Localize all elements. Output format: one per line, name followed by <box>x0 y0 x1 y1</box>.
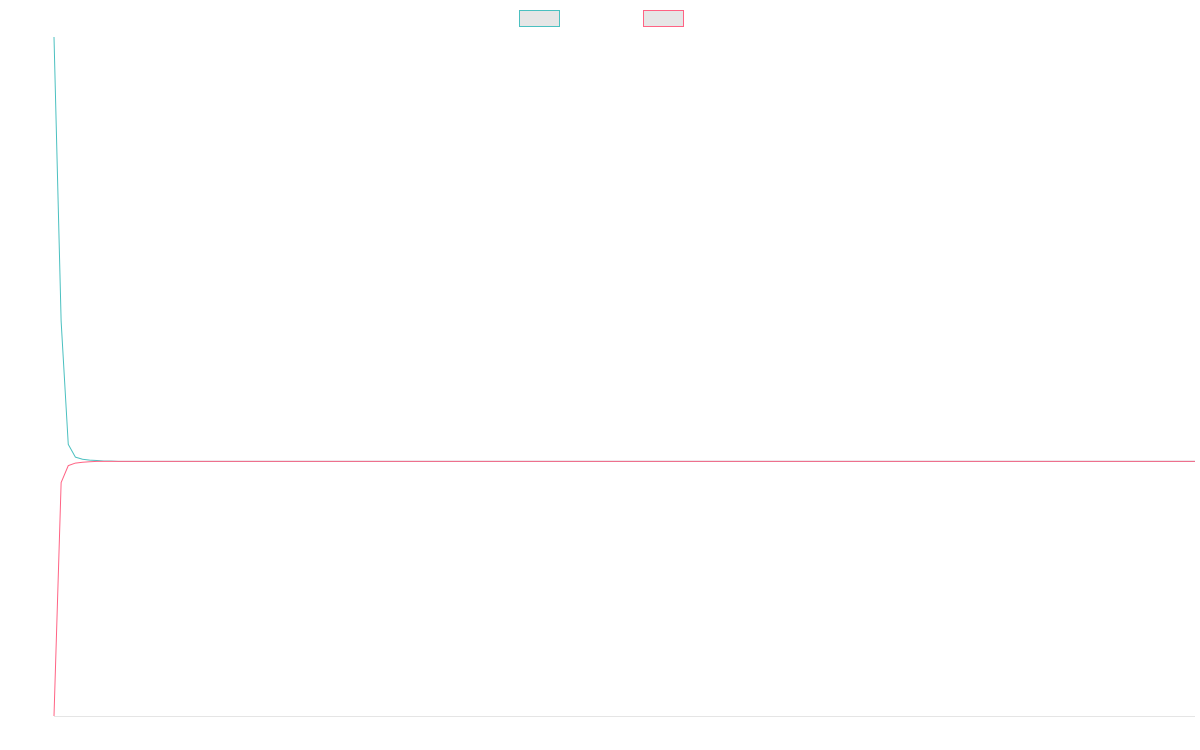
legend-item-2[interactable] <box>643 10 684 27</box>
legend-item-1[interactable] <box>519 10 560 27</box>
series-line-1 <box>53 36 1195 462</box>
plot-area <box>53 36 1195 717</box>
series-line-2 <box>53 460 1195 717</box>
legend-swatch-2 <box>643 10 684 27</box>
legend <box>519 10 684 27</box>
legend-swatch-1 <box>519 10 560 27</box>
